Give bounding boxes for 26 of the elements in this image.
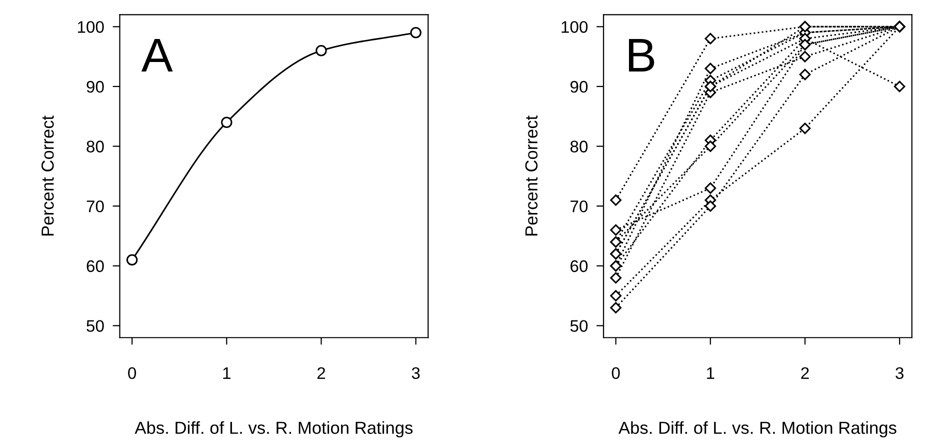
y-axis-title: Percent Correct <box>525 116 538 236</box>
x-axis-title: Abs. Diff. of L. vs. R. Motion Ratings <box>618 421 896 438</box>
y-tick-label: 100 <box>562 21 588 33</box>
y-tick-label: 80 <box>86 140 104 152</box>
chart-title: A <box>141 39 173 72</box>
y-tick-label: 60 <box>86 260 104 272</box>
x-tick-label: 2 <box>801 367 809 379</box>
y-tick-label: 50 <box>570 320 588 332</box>
y-axis-title: Percent Correct <box>42 116 54 236</box>
y-tick-label: 60 <box>570 260 588 272</box>
x-tick-label: 3 <box>896 367 904 380</box>
y-tick-label: 50 <box>86 320 104 332</box>
x-tick-label: 1 <box>707 367 714 379</box>
y-tick-label: 100 <box>78 21 104 33</box>
y-tick-label: 90 <box>86 80 104 93</box>
chart-title: B <box>628 39 654 72</box>
x-tick-label: 1 <box>223 367 230 379</box>
y-tick-label: 70 <box>86 200 104 212</box>
x-tick-label: 0 <box>128 367 136 380</box>
x-tick-label: 0 <box>612 367 620 380</box>
x-tick-label: 3 <box>412 367 420 380</box>
x-tick-label: 2 <box>317 367 326 379</box>
y-tick-label: 70 <box>570 200 588 212</box>
y-tick-label: 80 <box>570 140 588 152</box>
x-axis-title: Abs. Diff. of L. vs. R. Motion Ratings <box>134 421 413 438</box>
y-tick-label: 90 <box>570 80 588 93</box>
